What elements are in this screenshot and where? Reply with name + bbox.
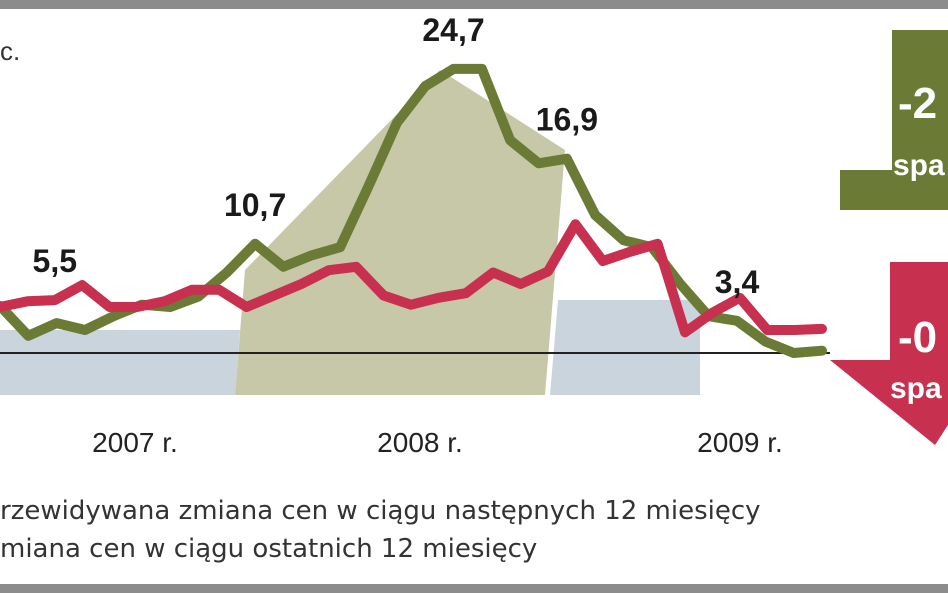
series-actual-line (0, 219, 827, 338)
data-label: 3,4 (715, 264, 760, 300)
top-border (0, 0, 948, 9)
badge-green-label: spa (893, 149, 945, 182)
data-label: 10,7 (224, 187, 286, 223)
x-tick-label: 2008 r. (377, 427, 463, 458)
legend: rzewidywana zmiana cen w ciągu następnyc… (0, 492, 948, 568)
badge-green-value: -2 (898, 79, 937, 128)
legend-item-actual: miana cen w ciągu ostatnich 12 miesięcy (0, 534, 538, 564)
data-label: 24,7 (422, 12, 484, 48)
badge-red-value: -0 (898, 313, 937, 362)
legend-item-forecast: rzewidywana zmiana cen w ciągu następnyc… (0, 496, 761, 526)
x-tick-label: 2007 r. (92, 427, 178, 458)
x-tick-label: 2009 r. (697, 427, 783, 458)
data-label: 16,9 (536, 102, 598, 138)
band-2008 (235, 70, 565, 395)
band-2009 (550, 300, 700, 395)
badge-arrow-red (830, 262, 948, 445)
unit-note: c. (0, 36, 21, 66)
bottom-border (0, 584, 948, 593)
badge-arrow-green (840, 30, 948, 210)
badge-red-label: spa (890, 372, 942, 405)
data-label: 5,5 (33, 243, 77, 279)
band-2007 (0, 330, 240, 395)
